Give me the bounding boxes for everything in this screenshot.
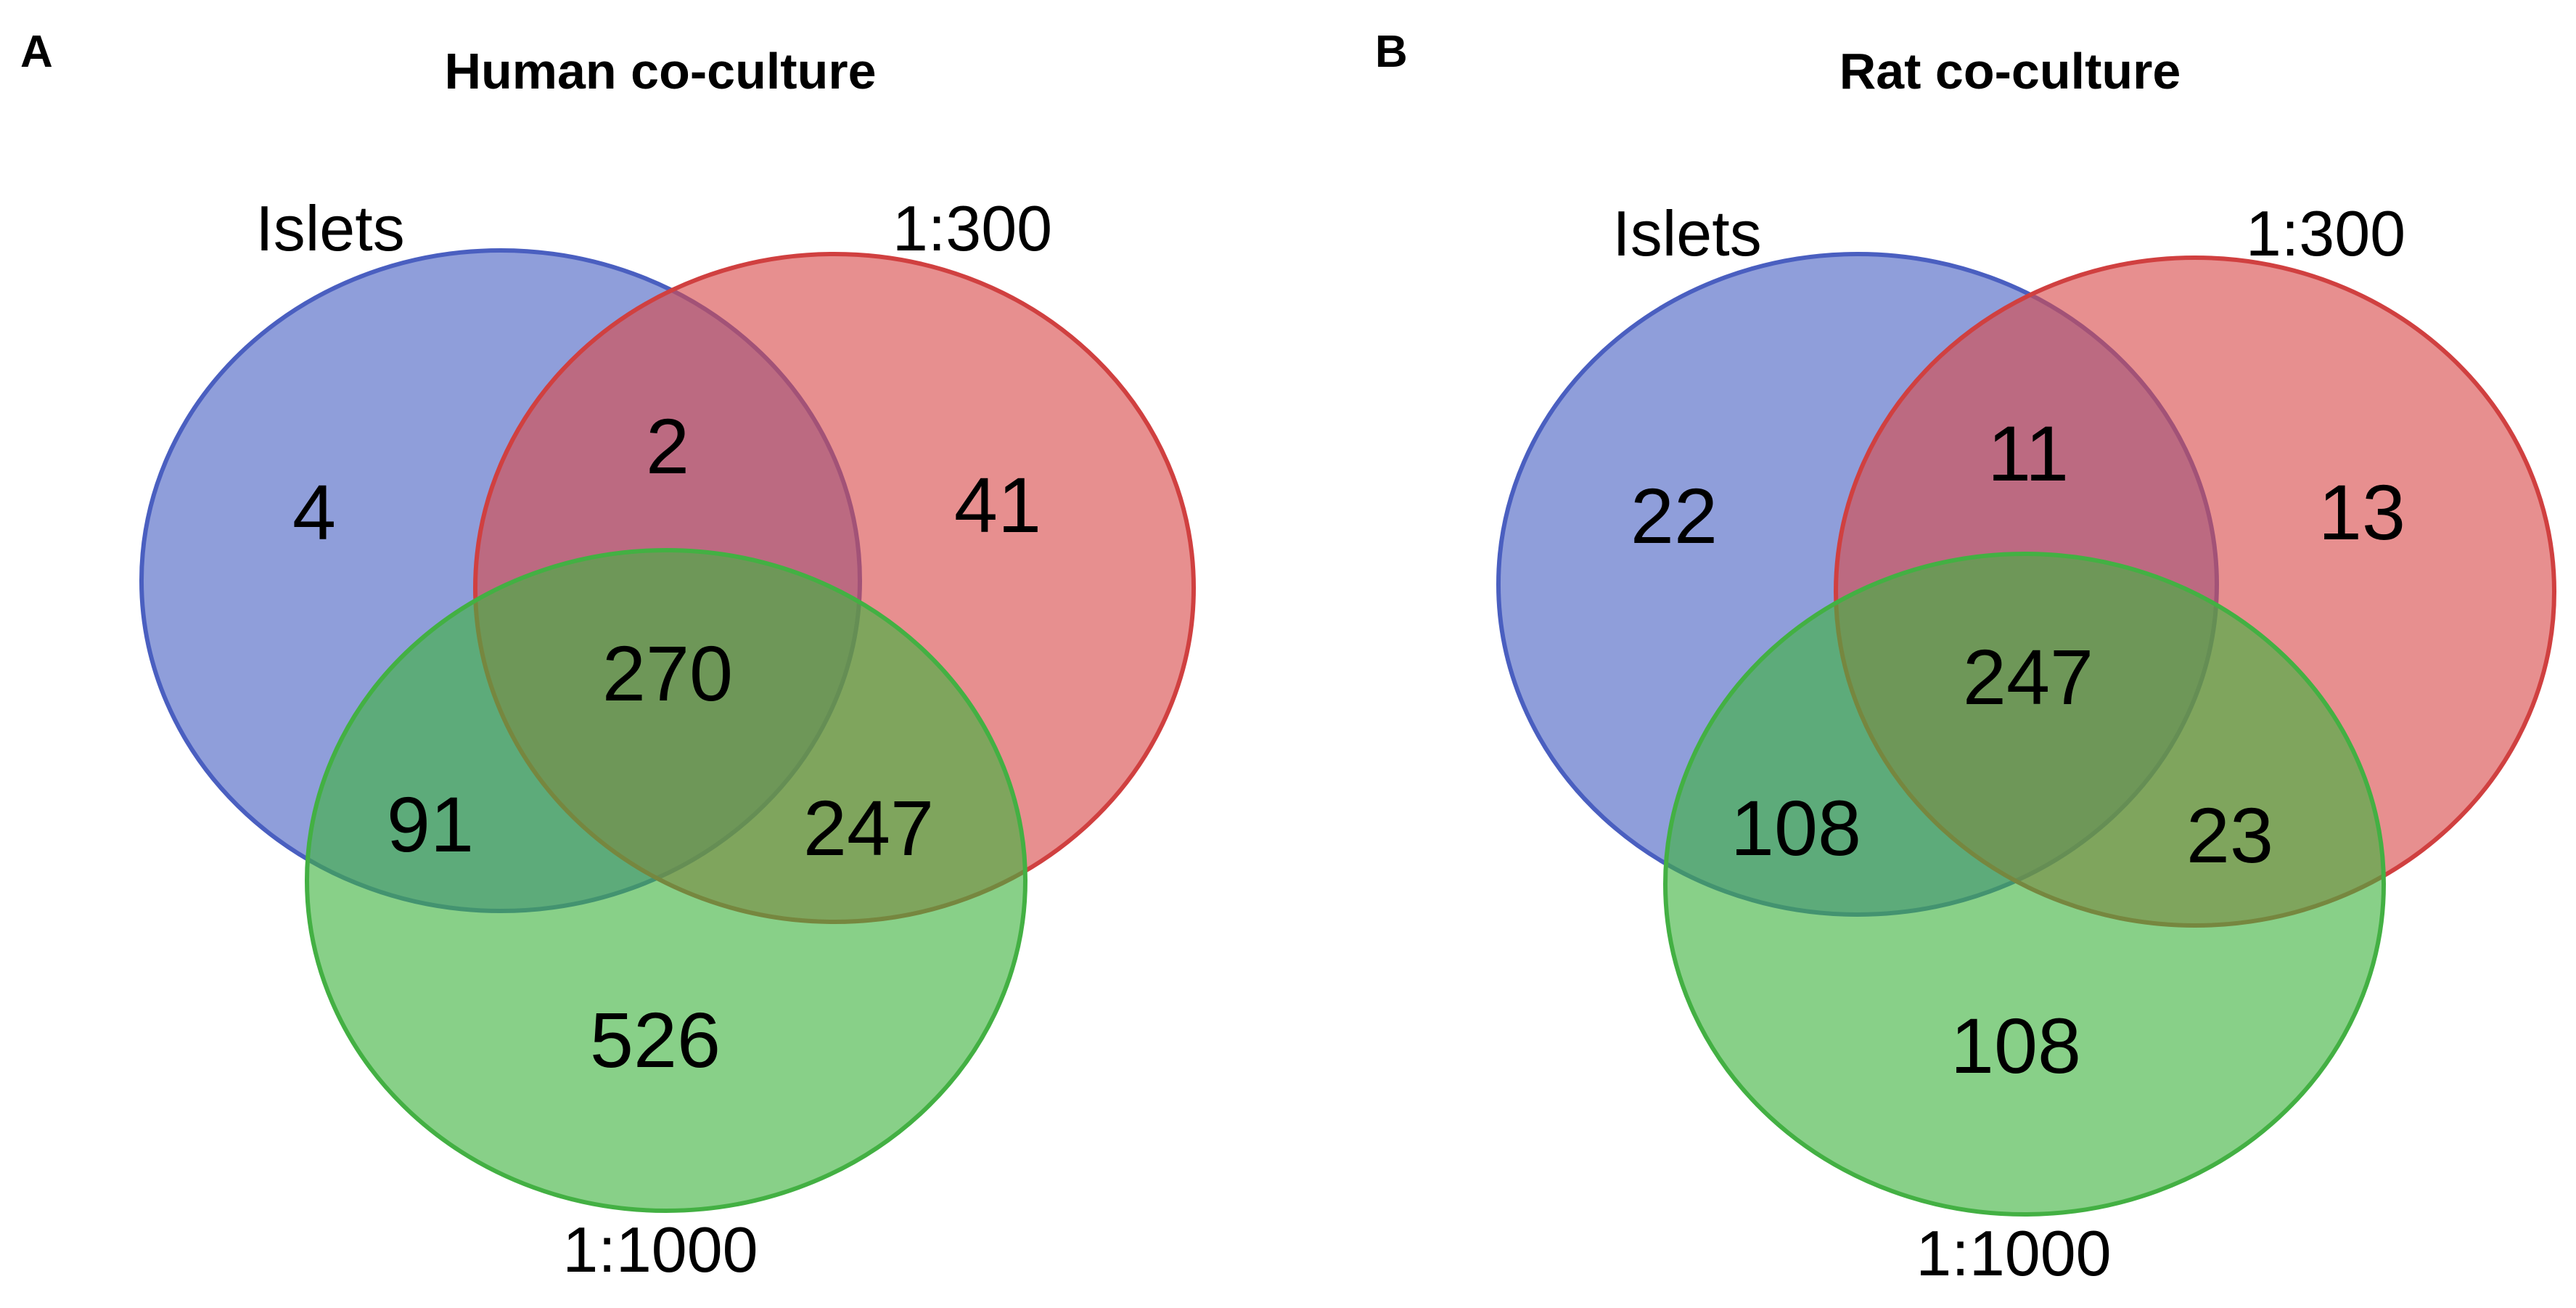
panel-a-1-1000-circle: [305, 548, 1027, 1213]
panel-a-count-1-1000-only: 526: [590, 996, 721, 1084]
panel-a-1-300-label: 1:300: [893, 192, 1052, 264]
panel-a-letter: A: [20, 27, 53, 77]
panel-b-count-islets-1-300: 11: [1988, 409, 2069, 497]
panel-b-count-1-1000-only: 108: [1951, 1002, 2081, 1090]
panel-a-islets-label: Islets: [255, 192, 404, 264]
panel-a-1-1000-label: 1:1000: [562, 1214, 758, 1285]
panel-a-count-1-300-1-1000: 247: [803, 784, 934, 872]
panel-b-islets-label: Islets: [1612, 197, 1761, 269]
panel-b-1-1000-circle: [1663, 552, 2386, 1217]
panel-a-count-islets-1-1000: 91: [387, 780, 474, 868]
panel-b-count-islets-1-1000: 108: [1731, 784, 1861, 872]
panel-b-letter: B: [1375, 27, 1408, 77]
panel-b-title: Rat co-culture: [1839, 43, 2181, 99]
panel-a: A Human co-culture Islets 1:300 1:1000 4…: [20, 27, 1196, 1285]
panel-b-count-1-300-1-1000: 23: [2186, 791, 2273, 879]
panel-b-1-300-label: 1:300: [2246, 197, 2405, 269]
panel-b: B Rat co-culture Islets 1:300 1:1000 22 …: [1375, 27, 2556, 1289]
panel-b-count-islets-only: 22: [1630, 472, 1718, 560]
panel-a-count-islets-only: 4: [292, 468, 336, 556]
panel-b-1-1000-label: 1:1000: [1916, 1217, 2111, 1289]
panel-a-count-islets-1-300: 2: [646, 402, 689, 490]
panel-a-count-all-three: 270: [602, 629, 733, 717]
panel-a-title: Human co-culture: [444, 43, 876, 99]
panel-a-count-1-300-only: 41: [954, 461, 1041, 549]
panel-b-count-1-300-only: 13: [2318, 468, 2405, 556]
panel-b-count-all-three: 247: [1963, 633, 2093, 721]
